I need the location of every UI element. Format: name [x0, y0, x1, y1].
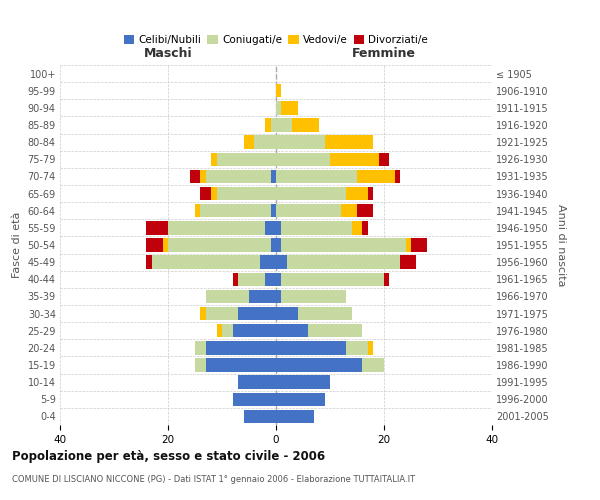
Bar: [362, 358, 384, 372]
Bar: [379, 152, 389, 166]
Bar: [206, 170, 271, 183]
Bar: [238, 376, 276, 389]
Bar: [217, 324, 222, 338]
Bar: [330, 152, 379, 166]
Bar: [276, 204, 341, 218]
Bar: [244, 136, 254, 149]
Bar: [217, 152, 276, 166]
Bar: [152, 256, 260, 269]
Bar: [233, 272, 238, 286]
Bar: [238, 272, 265, 286]
Bar: [276, 290, 281, 303]
Bar: [200, 187, 211, 200]
Y-axis label: Anni di nascita: Anni di nascita: [556, 204, 566, 286]
Bar: [190, 170, 200, 183]
Bar: [217, 187, 276, 200]
Bar: [206, 341, 276, 354]
Bar: [298, 307, 352, 320]
Bar: [368, 341, 373, 354]
Text: Popolazione per età, sesso e stato civile - 2006: Popolazione per età, sesso e stato civil…: [12, 450, 325, 463]
Bar: [265, 221, 276, 234]
Bar: [271, 170, 276, 183]
Text: Femmine: Femmine: [352, 47, 416, 60]
Bar: [222, 324, 233, 338]
Bar: [195, 204, 200, 218]
Bar: [195, 341, 206, 354]
Bar: [276, 118, 292, 132]
Bar: [233, 392, 276, 406]
Bar: [287, 256, 400, 269]
Bar: [308, 324, 362, 338]
Bar: [200, 307, 206, 320]
Bar: [200, 170, 206, 183]
Bar: [276, 341, 346, 354]
Bar: [146, 256, 152, 269]
Text: COMUNE DI LISCIANO NICCONE (PG) - Dati ISTAT 1° gennaio 2006 - Elaborazione TUTT: COMUNE DI LISCIANO NICCONE (PG) - Dati I…: [12, 475, 415, 484]
Bar: [281, 221, 352, 234]
Legend: Celibi/Nubili, Coniugati/e, Vedovi/e, Divorziati/e: Celibi/Nubili, Coniugati/e, Vedovi/e, Di…: [119, 30, 433, 49]
Bar: [325, 136, 373, 149]
Bar: [276, 376, 330, 389]
Bar: [406, 238, 411, 252]
Bar: [346, 187, 368, 200]
Bar: [276, 238, 281, 252]
Bar: [281, 272, 384, 286]
Bar: [362, 221, 368, 234]
Bar: [276, 101, 281, 114]
Bar: [276, 324, 308, 338]
Bar: [265, 272, 276, 286]
Bar: [146, 238, 163, 252]
Bar: [195, 358, 206, 372]
Bar: [341, 204, 357, 218]
Bar: [168, 238, 271, 252]
Bar: [254, 136, 276, 149]
Bar: [206, 307, 238, 320]
Bar: [346, 341, 368, 354]
Bar: [281, 238, 406, 252]
Bar: [168, 221, 265, 234]
Bar: [249, 290, 276, 303]
Bar: [238, 307, 276, 320]
Bar: [357, 204, 373, 218]
Bar: [276, 307, 298, 320]
Bar: [276, 136, 325, 149]
Text: Maschi: Maschi: [143, 47, 193, 60]
Bar: [276, 272, 281, 286]
Bar: [276, 256, 287, 269]
Bar: [276, 187, 346, 200]
Bar: [271, 204, 276, 218]
Bar: [276, 152, 330, 166]
Bar: [281, 290, 346, 303]
Bar: [260, 256, 276, 269]
Bar: [276, 358, 362, 372]
Bar: [276, 84, 281, 98]
Bar: [211, 152, 217, 166]
Bar: [276, 221, 281, 234]
Bar: [352, 221, 362, 234]
Bar: [146, 221, 168, 234]
Bar: [206, 290, 249, 303]
Bar: [200, 204, 271, 218]
Bar: [368, 187, 373, 200]
Bar: [233, 324, 276, 338]
Bar: [281, 101, 298, 114]
Bar: [276, 410, 314, 423]
Bar: [244, 410, 276, 423]
Bar: [276, 392, 325, 406]
Bar: [384, 272, 389, 286]
Bar: [211, 187, 217, 200]
Bar: [163, 238, 168, 252]
Bar: [400, 256, 416, 269]
Bar: [265, 118, 271, 132]
Y-axis label: Fasce di età: Fasce di età: [12, 212, 22, 278]
Bar: [271, 118, 276, 132]
Bar: [276, 170, 357, 183]
Bar: [292, 118, 319, 132]
Bar: [206, 358, 276, 372]
Bar: [357, 170, 395, 183]
Bar: [411, 238, 427, 252]
Bar: [271, 238, 276, 252]
Bar: [395, 170, 400, 183]
